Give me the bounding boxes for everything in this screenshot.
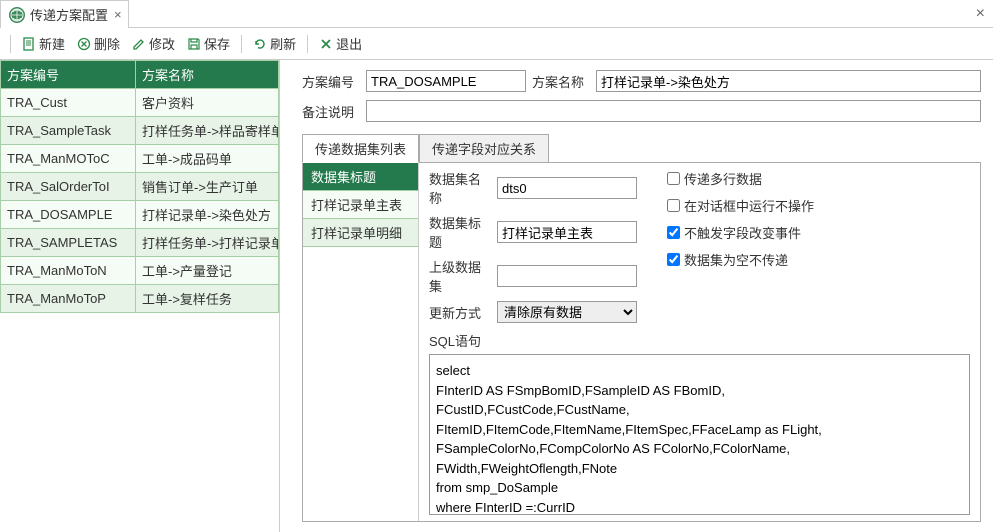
main-tab[interactable]: 传递方案配置 × (0, 0, 129, 28)
tab-close-icon[interactable]: × (114, 7, 122, 22)
table-row[interactable]: TRA_ManMOToC工单->成品码单 (1, 145, 279, 173)
code-input[interactable] (366, 70, 526, 92)
name-label: 方案名称 (532, 72, 590, 91)
save-icon (187, 37, 201, 51)
toolbar: 新建 删除 修改 保存 刷新 退出 (0, 28, 993, 60)
ds-parent-input[interactable] (497, 265, 637, 287)
main-tab-title: 传递方案配置 (30, 5, 108, 24)
chk-multirow[interactable]: 传递多行数据 (667, 169, 814, 188)
ds-update-label: 更新方式 (429, 303, 491, 322)
table-row[interactable]: TRA_SalOrderToI销售订单->生产订单 (1, 173, 279, 201)
ds-name-label: 数据集名称 (429, 169, 491, 207)
dataset-detail: 数据集名称 数据集标题 上级数据集 更新方式 (419, 163, 980, 521)
chk-skip-empty[interactable]: 数据集为空不传递 (667, 250, 814, 269)
exit-icon (319, 37, 333, 51)
chk-dialog-noop[interactable]: 在对话框中运行不操作 (667, 196, 814, 215)
table-row[interactable]: TRA_DOSAMPLE打样记录单->染色处方 (1, 201, 279, 229)
ds-update-select[interactable]: 清除原有数据 (497, 301, 637, 323)
detail-panel: 方案编号 方案名称 备注说明 传递数据集列表 传递字段对应关系 数据集标题 打样… (280, 60, 993, 532)
delete-icon (77, 37, 91, 51)
app-icon (9, 7, 25, 23)
refresh-button[interactable]: 刷新 (250, 32, 299, 55)
new-button[interactable]: 新建 (19, 32, 68, 55)
ds-title-label: 数据集标题 (429, 213, 491, 251)
sql-label: SQL语句 (429, 331, 970, 350)
table-row[interactable]: TRA_ManMoToP工单->复样任务 (1, 285, 279, 313)
scheme-list-panel: 方案编号 方案名称 TRA_Cust客户资料TRA_SampleTask打样任务… (0, 60, 280, 532)
col-code[interactable]: 方案编号 (1, 61, 136, 89)
delete-button[interactable]: 删除 (74, 32, 123, 55)
sql-textarea[interactable] (429, 354, 970, 515)
edit-button[interactable]: 修改 (129, 32, 178, 55)
chk-no-event[interactable]: 不触发字段改变事件 (667, 223, 814, 242)
table-row[interactable]: TRA_SampleTask打样任务单->样品寄样单 (1, 117, 279, 145)
code-label: 方案编号 (302, 72, 360, 91)
ds-name-input[interactable] (497, 177, 637, 199)
exit-button[interactable]: 退出 (316, 32, 365, 55)
ds-title-input[interactable] (497, 221, 637, 243)
new-icon (22, 37, 36, 51)
tab-dataset-list[interactable]: 传递数据集列表 (302, 134, 419, 163)
tab-field-mapping[interactable]: 传递字段对应关系 (419, 134, 549, 163)
remark-input[interactable] (366, 100, 981, 122)
col-name[interactable]: 方案名称 (136, 61, 279, 89)
dataset-list: 数据集标题 打样记录单主表打样记录单明细 (303, 163, 419, 521)
save-button[interactable]: 保存 (184, 32, 233, 55)
ds-parent-label: 上级数据集 (429, 257, 491, 295)
table-row[interactable]: TRA_ManMoToN工单->产量登记 (1, 257, 279, 285)
table-row[interactable]: TRA_Cust客户资料 (1, 89, 279, 117)
list-item[interactable]: 打样记录单主表 (303, 191, 418, 219)
refresh-icon (253, 37, 267, 51)
name-input[interactable] (596, 70, 981, 92)
remark-label: 备注说明 (302, 102, 360, 121)
scheme-grid[interactable]: 方案编号 方案名称 TRA_Cust客户资料TRA_SampleTask打样任务… (0, 60, 279, 313)
list-item[interactable]: 打样记录单明细 (303, 219, 418, 247)
dataset-list-header: 数据集标题 (303, 163, 418, 191)
table-row[interactable]: TRA_SAMPLETAS打样任务单->打样记录单 (1, 229, 279, 257)
edit-icon (132, 37, 146, 51)
window-close-icon[interactable]: × (976, 5, 985, 23)
